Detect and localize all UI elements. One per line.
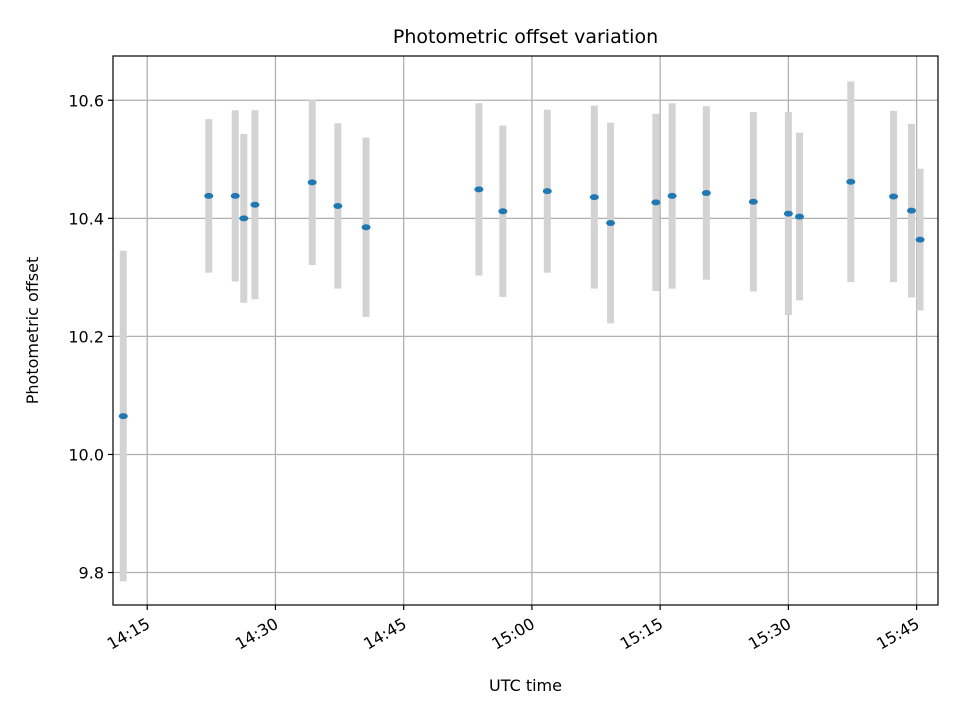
data-point [606,220,616,227]
data-point [846,178,856,185]
x-tick-label: 14:45 [360,614,409,654]
data-point [667,192,677,199]
x-tick-label: 14:30 [232,614,281,654]
data-point [361,224,371,231]
data-point [118,413,128,420]
data-point [783,210,793,217]
data-point [795,213,805,220]
data-point [204,192,214,199]
data-point [542,188,552,195]
x-tick-label: 14:15 [104,614,153,654]
data-point [307,179,317,186]
x-axis-title: UTC time [489,676,562,695]
data-point [239,215,249,222]
x-tick-label: 15:15 [617,614,666,654]
y-tick-label: 9.8 [79,564,104,583]
y-axis-ticks: 9.8 10.0 10.2 10.4 10.6 [68,91,113,583]
x-tick-label: 15:45 [873,614,922,654]
y-tick-label: 10.0 [68,445,104,464]
error-bars [119,81,924,582]
x-axis-ticks: 14:15 14:30 14:45 15:00 15:15 15:30 15:45 [104,605,923,654]
y-tick-label: 10.6 [68,91,104,110]
data-point [230,192,240,199]
data-point [250,201,260,208]
data-point [915,236,925,243]
data-point [651,199,661,206]
data-point [589,194,599,201]
data-point [333,202,343,209]
data-point [498,208,508,215]
data-point [474,186,484,193]
data-point [906,207,916,214]
chart-title: Photometric offset variation [393,26,658,48]
data-point [701,189,711,196]
x-tick-label: 15:00 [488,614,537,654]
y-tick-label: 10.2 [68,327,104,346]
data-point [748,198,758,205]
data-point [889,193,899,200]
x-tick-label: 15:30 [745,614,794,654]
data-points [118,178,925,420]
plot-frame [112,55,939,606]
y-axis-title: Photometric offset [23,257,42,405]
y-tick-label: 10.4 [68,209,104,228]
